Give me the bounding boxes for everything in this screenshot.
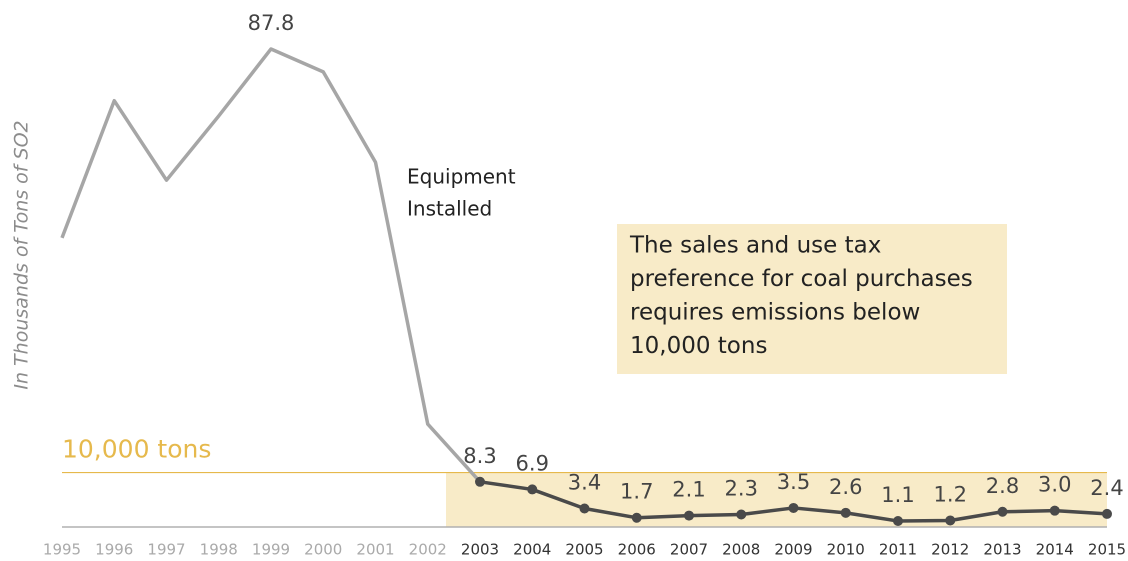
x-tick-label: 2003 (461, 541, 499, 559)
annotation-text: The sales and use tax (629, 233, 881, 259)
x-tick-label: 2009 (774, 541, 812, 559)
annotation-text: Installed (407, 197, 492, 221)
x-tick-label: 2000 (304, 541, 342, 559)
x-tick-label: 2013 (983, 541, 1021, 559)
data-label: 2.6 (829, 475, 862, 499)
point (893, 516, 903, 527)
data-label: 8.3 (463, 444, 496, 468)
point (945, 515, 956, 526)
point (631, 512, 642, 523)
x-tick-label: 2004 (513, 541, 551, 559)
point (840, 507, 851, 518)
point (1049, 505, 1060, 516)
point (527, 484, 538, 495)
x-tick-label: 2001 (356, 541, 394, 559)
x-tick-label: 1997 (147, 541, 185, 559)
x-tick-label: 1995 (43, 541, 81, 559)
x-tick-label: 2014 (1036, 541, 1074, 559)
data-label: 2.4 (1090, 476, 1123, 500)
data-label: 2.3 (725, 476, 758, 500)
point (788, 502, 799, 513)
annotation-box (617, 224, 1007, 374)
point (736, 509, 747, 520)
point (684, 510, 694, 521)
x-tick-label: 2012 (931, 541, 969, 559)
x-tick-label: 2015 (1088, 541, 1126, 559)
x-tick-label: 2006 (618, 541, 656, 559)
point (475, 476, 485, 487)
point (997, 506, 1008, 517)
x-tick-label: 2005 (565, 541, 603, 559)
x-tick-label: 2011 (879, 541, 917, 559)
data-label: 3.0 (1038, 473, 1071, 497)
y-axis-label: In Thousands of Tons of SO2 (11, 120, 33, 389)
annotation-text: preference for coal purchases (630, 266, 973, 292)
x-tick-label: 1999 (252, 541, 290, 559)
x-tick-label: 1998 (200, 541, 238, 559)
data-label: 1.7 (620, 480, 653, 504)
point (579, 503, 590, 514)
data-label: 87.8 (248, 11, 295, 35)
data-label: 1.2 (934, 482, 967, 506)
threshold-label: 10,000 tons (62, 435, 211, 464)
annotation-text: requires emissions below (630, 300, 920, 326)
x-tick-label: 2007 (670, 541, 708, 559)
data-label: 6.9 (516, 451, 549, 475)
line (60, 47, 482, 483)
annotation-text: 10,000 tons (630, 333, 767, 359)
x-tick-label: 1996 (95, 541, 133, 559)
x-tick-label: 2002 (409, 541, 447, 559)
data-label: 2.1 (672, 478, 705, 502)
data-label: 1.1 (881, 483, 914, 507)
x-tick-label: 2008 (722, 541, 760, 559)
x-tick-label: 2010 (827, 541, 865, 559)
annotation-text: Equipment (407, 165, 516, 189)
data-label: 3.4 (568, 470, 601, 494)
data-label: 3.5 (777, 470, 810, 494)
data-label: 2.8 (986, 474, 1019, 498)
point (1102, 508, 1112, 519)
